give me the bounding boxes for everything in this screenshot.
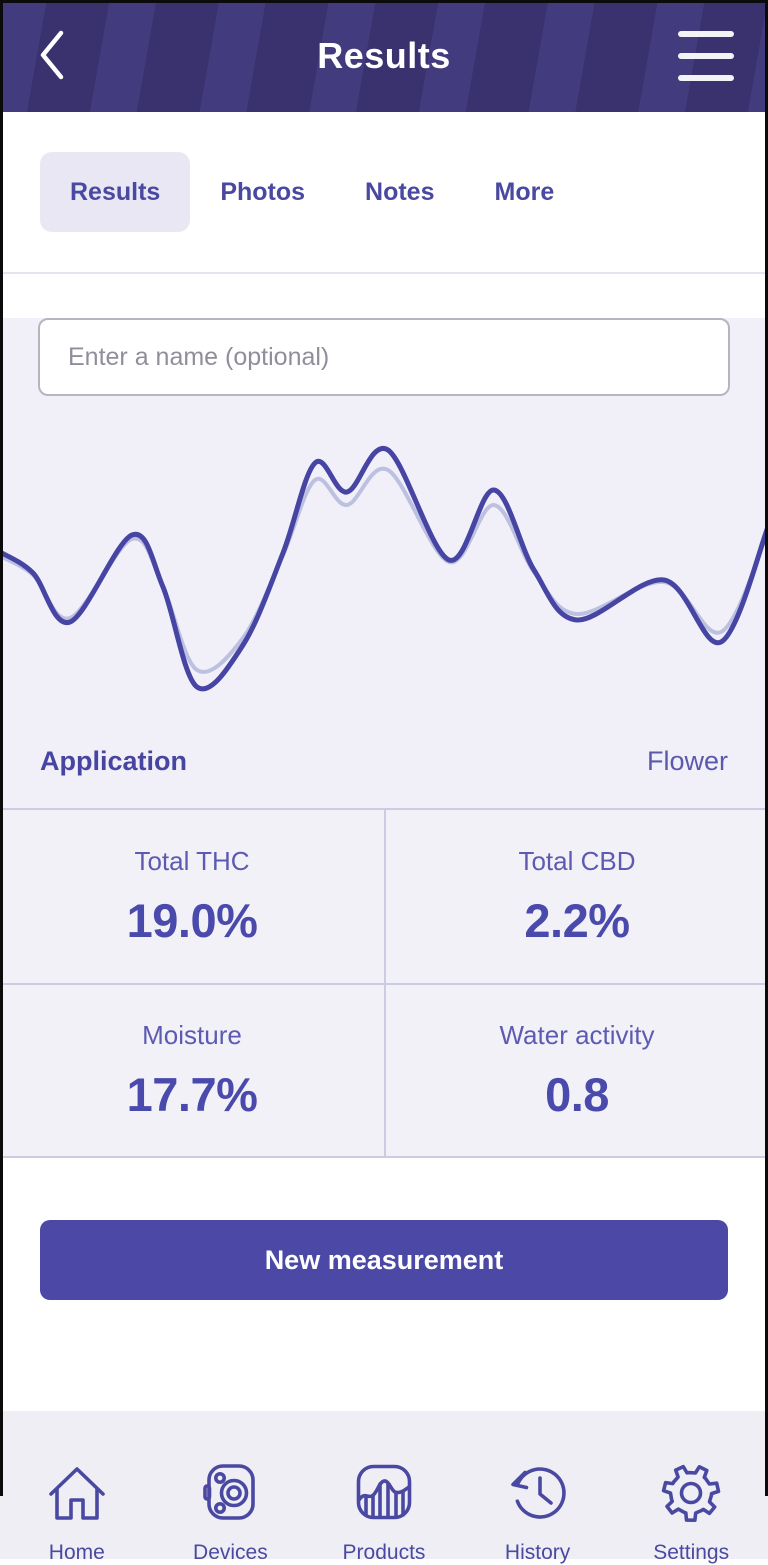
new-measurement-button[interactable]: New measurement [40, 1220, 728, 1300]
chevron-left-icon [34, 27, 70, 86]
page-title: Results [317, 35, 451, 76]
metric-label: Total THC [134, 845, 250, 876]
history-clock-icon [505, 1459, 571, 1525]
hamburger-icon [678, 31, 734, 37]
app-header: Results [0, 0, 768, 112]
application-label: Application [40, 746, 187, 776]
metric-value: 17.7% [126, 1067, 258, 1121]
results-section: Application Flower [0, 318, 768, 808]
nav-label: Home [48, 1541, 105, 1564]
nav-label: History [504, 1541, 571, 1564]
tab-bar: Results Photos Notes More [0, 112, 768, 274]
name-input[interactable] [38, 318, 730, 396]
tab-more[interactable]: More [465, 152, 585, 232]
device-icon [197, 1459, 263, 1525]
settings-gear-icon [658, 1459, 724, 1525]
metric-value: 2.2% [524, 893, 630, 947]
nav-item-products[interactable]: Products [307, 1411, 461, 1565]
tab-results[interactable]: Results [40, 152, 191, 232]
nav-label: Products [342, 1541, 426, 1564]
metrics-grid: Total THC 19.0% Total CBD 2.2% Moisture … [0, 808, 768, 1158]
back-button[interactable] [34, 27, 70, 86]
tab-photos[interactable]: Photos [190, 152, 335, 232]
nav-item-home[interactable]: Home [0, 1411, 154, 1565]
action-area: New measurement [0, 1220, 768, 1411]
products-icon [351, 1459, 417, 1525]
nav-label: Devices [193, 1541, 268, 1564]
application-row: Application Flower [0, 715, 768, 808]
metric-moisture: Moisture 17.7% [0, 983, 384, 1156]
metric-value: 0.8 [545, 1067, 609, 1121]
metric-value: 19.0% [126, 893, 258, 947]
nav-item-settings[interactable]: Settings [614, 1411, 768, 1565]
hamburger-menu-button[interactable] [678, 31, 734, 81]
bottom-navigation: Home Devices [0, 1411, 768, 1564]
metric-total-cbd: Total CBD 2.2% [384, 810, 768, 983]
metric-label: Water activity [499, 1019, 655, 1050]
tab-notes[interactable]: Notes [335, 152, 464, 232]
nav-item-devices[interactable]: Devices [154, 1411, 308, 1565]
metric-total-thc: Total THC 19.0% [0, 810, 384, 983]
spectrum-chart [0, 420, 768, 715]
metric-label: Total CBD [518, 845, 636, 876]
application-value: Flower [646, 746, 728, 776]
metric-label: Moisture [142, 1019, 242, 1050]
nav-label: Settings [653, 1541, 730, 1564]
home-icon [44, 1459, 110, 1525]
nav-item-history[interactable]: History [461, 1411, 615, 1565]
metric-water-activity: Water activity 0.8 [384, 983, 768, 1156]
